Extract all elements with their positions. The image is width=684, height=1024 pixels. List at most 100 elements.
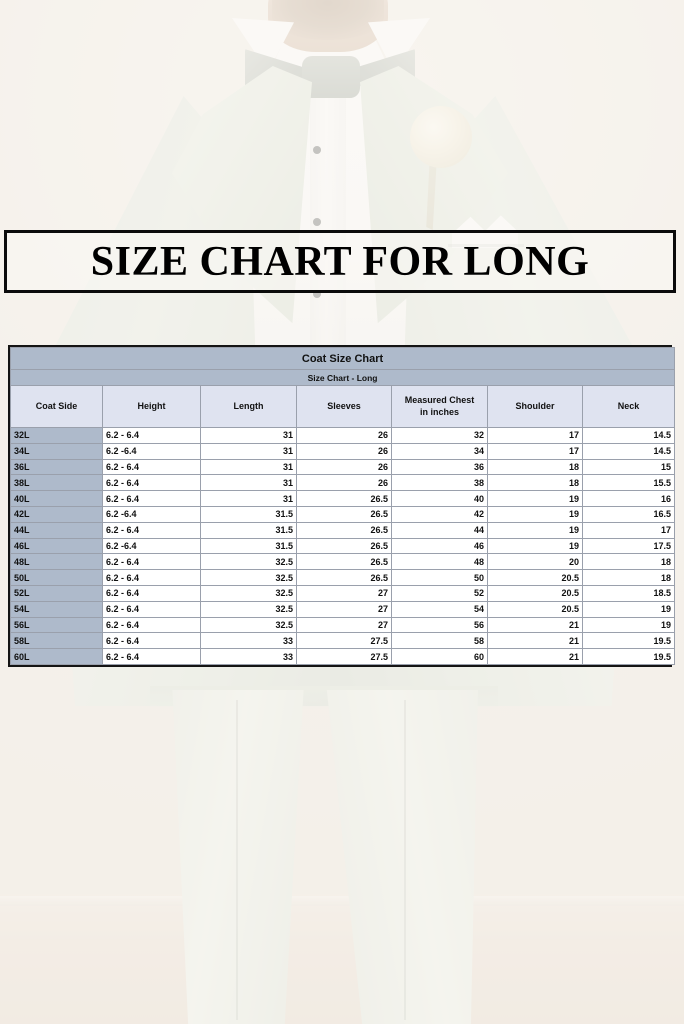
table-cell-height: 6.2 - 6.4: [102, 648, 201, 665]
column-header-shoulder: Shoulder: [487, 385, 583, 428]
chest-header-line2: in inches: [419, 406, 459, 417]
table-row: 32L 6.2 - 6.4 31 26 32 17 14.5: [10, 427, 676, 444]
table-cell-chest: 52: [391, 584, 488, 602]
table-cell-coat-side: 44L: [10, 521, 103, 539]
column-header-height: Height: [102, 385, 201, 428]
table-cell-coat-side: 54L: [10, 600, 103, 618]
table-cell-sleeves: 26.5: [296, 505, 392, 523]
table-cell-neck: 17: [581, 521, 676, 539]
table-cell-chest: 54: [391, 600, 488, 618]
size-chart-table: Coat Size Chart Size Chart - Long Coat S…: [9, 347, 676, 665]
column-header-sleeves: Sleeves: [296, 385, 392, 428]
table-cell-height: 6.2 - 6.4: [102, 616, 201, 634]
table-cell-coat-side: 42L: [10, 505, 103, 523]
table-cell-sleeves: 26.5: [296, 537, 392, 555]
table-row: 56L 6.2 - 6.4 32.5 27 56 21 19: [10, 616, 676, 634]
table-row: 40L 6.2 - 6.4 31 26.5 40 19 16: [10, 490, 676, 507]
table-cell-neck: 14.5: [581, 427, 676, 444]
table-cell-sleeves: 26.5: [296, 553, 392, 571]
table-cell-height: 6.2 -6.4: [102, 537, 201, 555]
table-cell-length: 32.5: [200, 553, 297, 571]
table-row: 48L 6.2 - 6.4 32.5 26.5 48 20 18: [10, 553, 676, 571]
table-row: 38L 6.2 - 6.4 31 26 38 18 15.5: [10, 474, 676, 492]
column-header-row: Coat Side Height Length Sleeves Measured…: [10, 385, 676, 428]
table-cell-shoulder: 17: [487, 442, 583, 460]
table-cell-height: 6.2 -6.4: [102, 505, 201, 523]
page-title-banner: SIZE CHART FOR LONG: [4, 230, 676, 293]
table-cell-height: 6.2 - 6.4: [102, 584, 201, 602]
column-header-coat-side: Coat Side: [10, 385, 103, 428]
table-cell-length: 32.5: [200, 569, 297, 586]
table-row: 52L 6.2 - 6.4 32.5 27 52 20.5 18.5: [10, 584, 676, 602]
table-cell-neck: 19: [581, 600, 676, 618]
table-row: 34L 6.2 -6.4 31 26 34 17 14.5: [10, 442, 676, 460]
table-cell-height: 6.2 - 6.4: [102, 474, 201, 492]
table-cell-coat-side: 50L: [10, 569, 103, 586]
table-cell-neck: 19.5: [581, 632, 676, 650]
table-cell-sleeves: 26.5: [296, 490, 392, 507]
table-cell-coat-side: 34L: [10, 442, 103, 460]
table-cell-sleeves: 27.5: [296, 632, 392, 650]
table-cell-chest: 44: [391, 521, 488, 539]
column-header-chest: Measured Chest in inches: [391, 385, 488, 428]
table-cell-neck: 15.5: [581, 474, 676, 492]
table-cell-shoulder: 20.5: [487, 600, 583, 618]
table-cell-chest: 36: [391, 458, 488, 476]
table-cell-sleeves: 26.5: [296, 569, 392, 586]
table-cell-chest: 60: [391, 648, 488, 665]
table-cell-length: 32.5: [200, 584, 297, 602]
table-cell-sleeves: 27.5: [296, 648, 392, 665]
table-cell-sleeves: 26: [296, 474, 392, 492]
table-cell-neck: 18: [581, 553, 676, 571]
chest-header-line1: Measured Chest: [404, 395, 475, 406]
chart-subtitle: Size Chart - Long: [9, 369, 676, 386]
table-cell-length: 32.5: [200, 600, 297, 618]
table-cell-neck: 19: [581, 616, 676, 634]
table-cell-coat-side: 38L: [10, 474, 103, 492]
table-cell-length: 32.5: [200, 616, 297, 634]
table-cell-shoulder: 19: [487, 505, 583, 523]
table-row: 58L 6.2 - 6.4 33 27.5 58 21 19.5: [10, 632, 676, 650]
table-cell-shoulder: 20.5: [487, 569, 583, 586]
table-cell-coat-side: 36L: [10, 458, 103, 476]
table-row: 36L 6.2 - 6.4 31 26 36 18 15: [10, 458, 676, 476]
table-cell-chest: 58: [391, 632, 488, 650]
table-row: 50L 6.2 - 6.4 32.5 26.5 50 20.5 18: [10, 569, 676, 586]
table-cell-length: 31: [200, 474, 297, 492]
table-cell-sleeves: 26.5: [296, 521, 392, 539]
size-chart-body: 32L 6.2 - 6.4 31 26 32 17 14.5 34L 6.2 -6.4 31 26 3…: [10, 427, 676, 665]
table-cell-shoulder: 21: [487, 648, 583, 665]
table-cell-sleeves: 26: [296, 427, 392, 444]
table-cell-shoulder: 21: [487, 616, 583, 634]
table-cell-chest: 56: [391, 616, 488, 634]
table-cell-height: 6.2 - 6.4: [102, 490, 201, 507]
table-cell-length: 31: [200, 442, 297, 460]
table-cell-shoulder: 19: [487, 490, 583, 507]
table-cell-coat-side: 60L: [10, 648, 103, 665]
table-cell-shoulder: 18: [487, 458, 583, 476]
table-cell-shoulder: 21: [487, 632, 583, 650]
table-cell-neck: 17.5: [581, 537, 676, 555]
table-cell-shoulder: 18: [487, 474, 583, 492]
table-cell-sleeves: 26: [296, 458, 392, 476]
table-cell-coat-side: 46L: [10, 537, 103, 555]
table-cell-chest: 40: [391, 490, 488, 507]
table-cell-length: 31.5: [200, 521, 297, 539]
table-cell-chest: 42: [391, 505, 488, 523]
table-cell-sleeves: 27: [296, 600, 392, 618]
table-cell-length: 31: [200, 427, 297, 444]
table-cell-chest: 46: [391, 537, 488, 555]
table-cell-height: 6.2 - 6.4: [102, 458, 201, 476]
table-cell-chest: 34: [391, 442, 488, 460]
table-row: 54L 6.2 - 6.4 32.5 27 54 20.5 19: [10, 600, 676, 618]
table-cell-shoulder: 20: [487, 553, 583, 571]
table-cell-height: 6.2 - 6.4: [102, 600, 201, 618]
table-row: 46L 6.2 -6.4 31.5 26.5 46 19 17.5: [10, 537, 676, 555]
table-cell-neck: 16.5: [581, 505, 676, 523]
table-cell-shoulder: 19: [487, 521, 583, 539]
table-cell-neck: 18.5: [581, 584, 676, 602]
table-cell-coat-side: 32L: [10, 427, 103, 444]
table-cell-chest: 50: [391, 569, 488, 586]
table-cell-shoulder: 17: [487, 427, 583, 444]
table-cell-coat-side: 48L: [10, 553, 103, 571]
